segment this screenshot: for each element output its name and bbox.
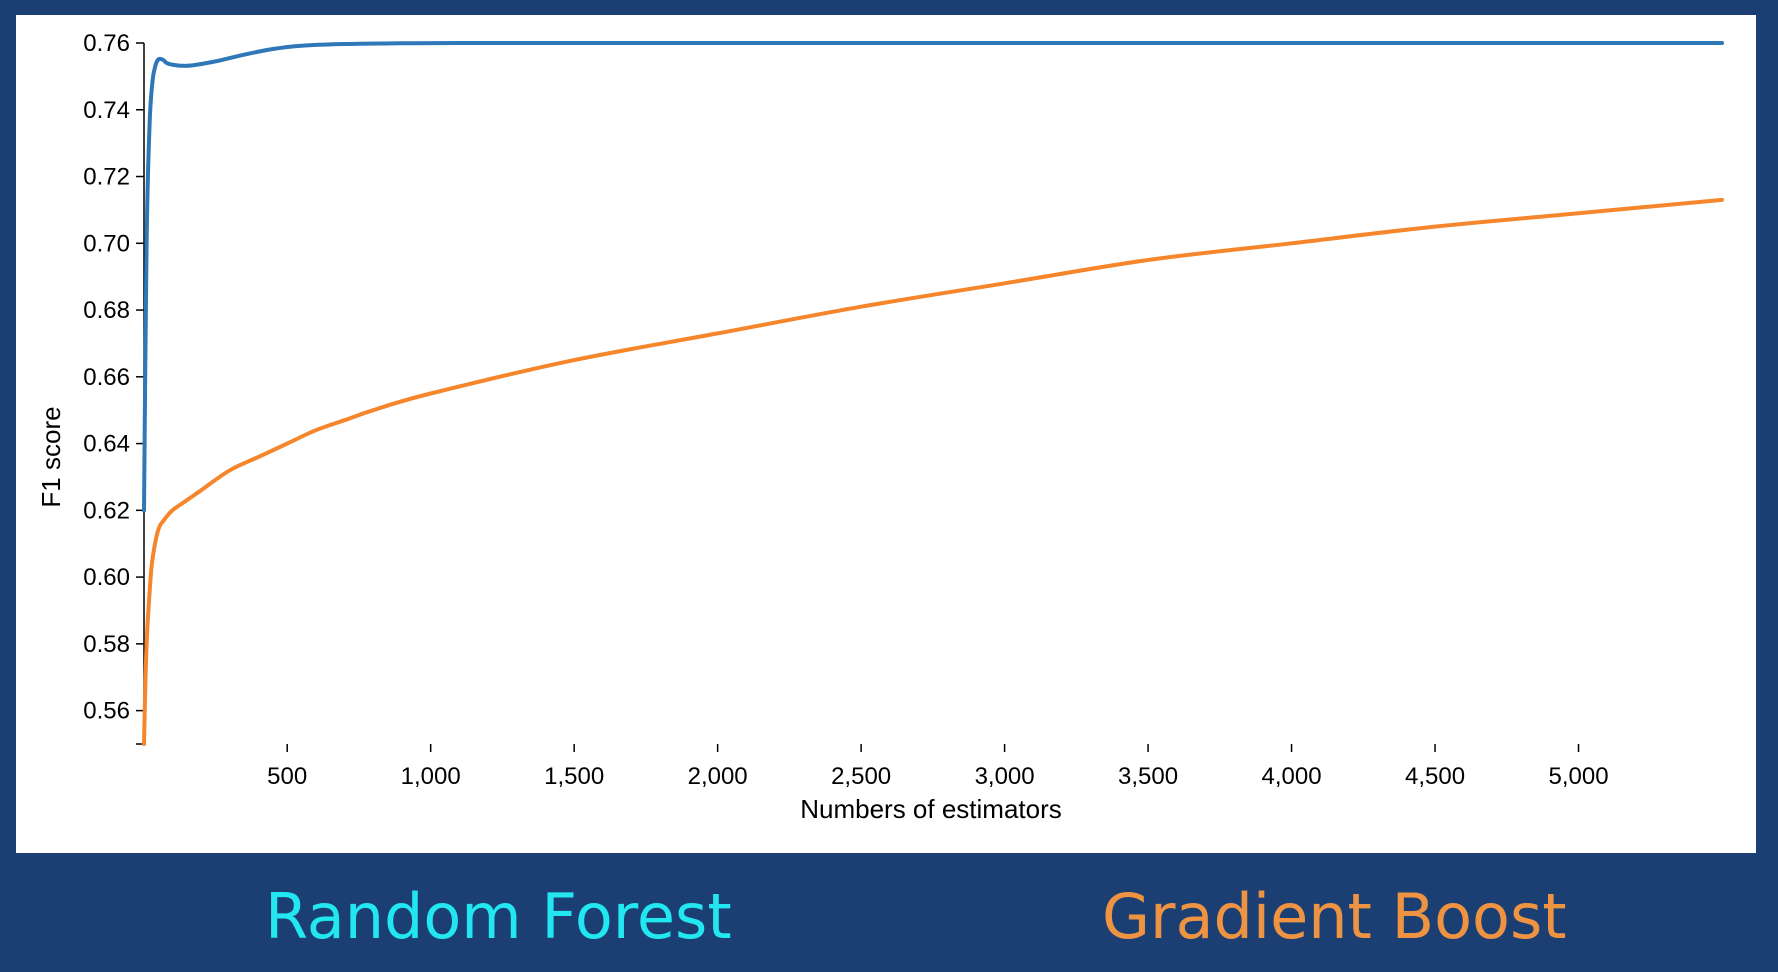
x-tick-label: 500	[267, 763, 307, 790]
x-tick-label: 4,500	[1405, 763, 1465, 790]
y-tick-label: 0.56	[83, 698, 130, 725]
y-tick-label: 0.76	[83, 30, 130, 57]
x-tick-label: 3,000	[975, 763, 1035, 790]
series-line-2	[142, 197, 1724, 746]
y-tick-label: 0.70	[83, 230, 130, 257]
y-axis: 0.56 0.58 0.60 0.62 0.64 0.66 0.68 0.70 0.72 0.74…	[83, 30, 145, 745]
y-tick-label: 0.68	[83, 297, 130, 324]
gradient-boost-caption: Gradient Boost	[1102, 880, 1567, 953]
x-axis: 500 1,000 1,500 2,000 2,500 3,000 3,500 4,000 4,…	[267, 744, 1609, 790]
y-tick-label: 0.64	[83, 431, 130, 458]
x-tick-label: 2,500	[831, 763, 891, 790]
y-axis-label: F1 score	[36, 406, 66, 507]
series-layer	[142, 40, 1724, 746]
f1-score-line-chart: 0.56 0.58 0.60 0.62 0.64 0.66 0.68 0.70 0.72 0.74…	[36, 30, 1724, 824]
y-tick-label: 0.60	[83, 564, 130, 591]
y-tick-label: 0.74	[83, 97, 130, 124]
chart-panel: 0.56 0.58 0.60 0.62 0.64 0.66 0.68 0.70 0.72 0.74…	[16, 15, 1756, 853]
x-tick-label: 5,000	[1548, 763, 1608, 790]
y-tick-label: 0.62	[83, 497, 130, 524]
random-forest-caption: Random Forest	[265, 880, 732, 953]
y-tick-label: 0.72	[83, 164, 130, 191]
y-tick-label: 0.58	[83, 631, 130, 658]
x-tick-label: 2,000	[688, 763, 748, 790]
series-line-1	[142, 40, 1724, 513]
x-tick-label: 1,500	[544, 763, 604, 790]
x-tick-label: 3,500	[1118, 763, 1178, 790]
x-tick-label: 1,000	[401, 763, 461, 790]
y-tick-label: 0.66	[83, 364, 130, 391]
x-axis-label: Numbers of estimators	[800, 794, 1062, 824]
x-tick-label: 4,000	[1262, 763, 1322, 790]
